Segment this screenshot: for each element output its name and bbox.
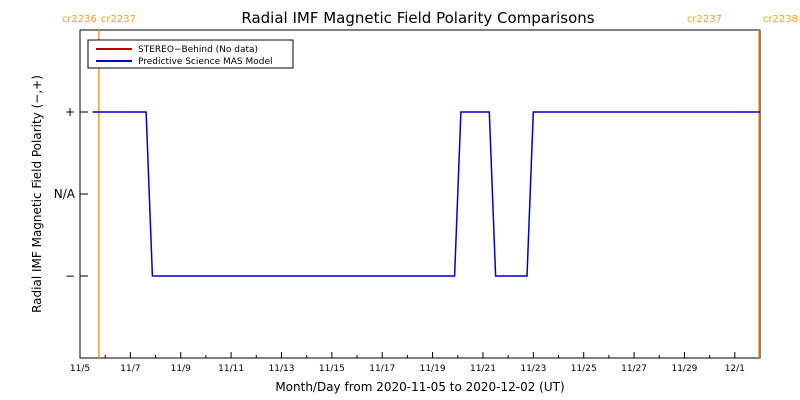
y-axis-ticks: + N/A − (54, 105, 88, 283)
series-layer (92, 111, 760, 277)
chart-title: Radial IMF Magnetic Field Polarity Compa… (241, 9, 594, 27)
carrington-label-left: cr2237 (687, 14, 722, 25)
x-tick-label: 11/9 (171, 364, 191, 374)
x-tick-label: 11/19 (420, 364, 446, 374)
x-tick-label: 11/29 (671, 364, 697, 374)
x-tick-label: 11/17 (369, 364, 395, 374)
x-tick-label: 12/1 (725, 364, 745, 374)
x-tick-label: 11/21 (470, 364, 496, 374)
carrington-label-right: cr2237 (101, 14, 136, 25)
x-axis-label: Month/Day from 2020-11-05 to 2020-12-02 … (275, 380, 564, 394)
x-tick-label: 11/15 (319, 364, 345, 374)
legend-label-stereo-behind: STEREO−Behind (No data) (138, 45, 258, 55)
x-tick-label: 11/5 (70, 364, 90, 374)
legend: STEREO−Behind (No data) Predictive Scien… (87, 39, 294, 69)
y-tick-label: N/A (54, 187, 76, 201)
y-tick-label: − (65, 269, 75, 283)
carrington-labels: cr2236 cr2237 cr2237 cr2238 (62, 14, 798, 25)
carrington-label-right: cr2238 (763, 14, 798, 25)
series-line-mas-model (92, 111, 760, 277)
legend-label-mas-model: Predictive Science MAS Model (138, 57, 273, 67)
x-tick-label: 11/7 (120, 364, 140, 374)
x-axis-ticks: 11/5 11/7 11/9 11/11 11/13 11/15 11/17 11/19 11/… (70, 352, 761, 374)
x-tick-label: 11/23 (520, 364, 546, 374)
x-tick-label: 11/25 (571, 364, 597, 374)
legend-box (87, 39, 294, 69)
y-tick-label: + (65, 105, 75, 119)
carrington-lines (98, 30, 760, 358)
y-axis-label: Radial IMF Magnetic Field Polarity (−,+) (30, 75, 44, 313)
carrington-label-left: cr2236 (62, 14, 97, 25)
x-tick-label: 11/13 (269, 364, 295, 374)
plot-frame (79, 29, 761, 359)
x-tick-label: 11/11 (218, 364, 244, 374)
x-tick-label: 11/27 (621, 364, 647, 374)
